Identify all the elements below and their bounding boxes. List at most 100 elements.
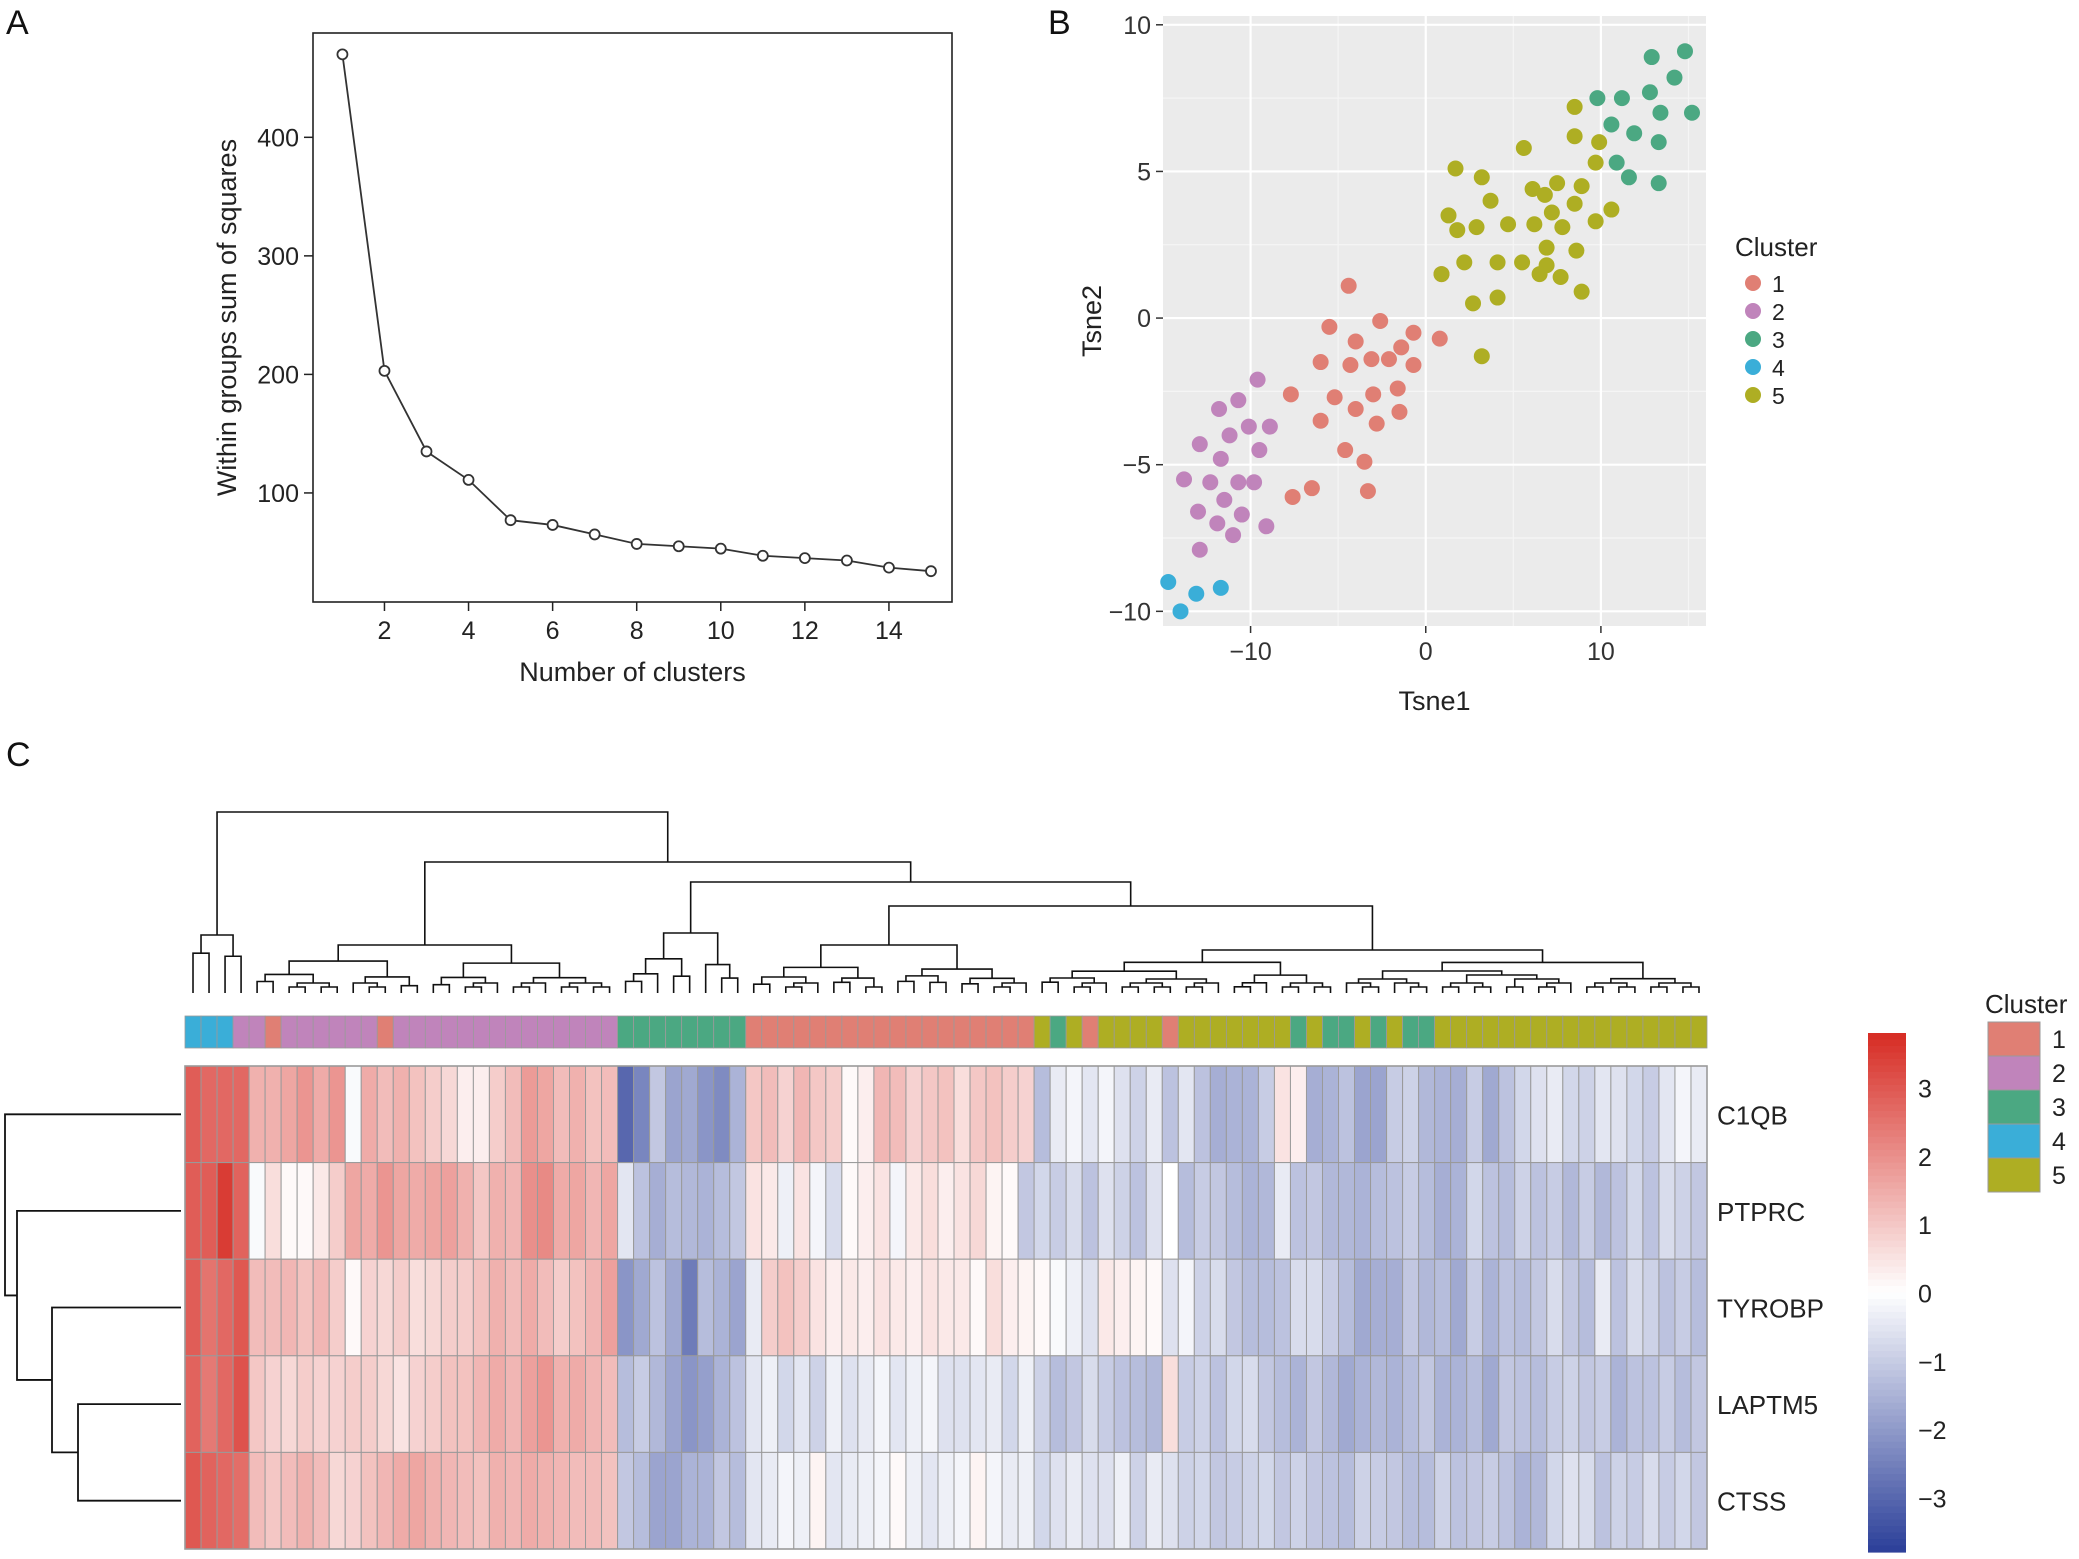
heatmap-cell	[1129, 1162, 1147, 1260]
heatmap-cell	[825, 1258, 843, 1357]
heatmap-cell	[1354, 1258, 1372, 1357]
heatmap-cell	[504, 1258, 522, 1357]
heatmap-cell	[969, 1451, 987, 1550]
heatmap-cell	[392, 1065, 410, 1164]
heatmap-cell	[1161, 1258, 1179, 1357]
heatmap-cell	[649, 1258, 667, 1357]
colorbar-segment	[1868, 1097, 1906, 1105]
heatmap-cell	[745, 1258, 763, 1357]
heatmap-cell	[1321, 1162, 1340, 1260]
annotation-cell-cluster-2	[328, 1015, 346, 1049]
heatmap-cell	[601, 1451, 619, 1550]
colorbar-segment	[1868, 1396, 1906, 1404]
column-dendrogram-branch	[1201, 949, 1544, 963]
heatmap-cell	[1418, 1451, 1436, 1550]
heatmap-cell	[1402, 1162, 1420, 1260]
colorbar-segment	[1868, 1033, 1906, 1041]
heatmap-cell	[1017, 1451, 1035, 1550]
colorbar-segment	[1868, 1195, 1906, 1203]
x-tick-label: 12	[791, 617, 819, 645]
heatmap-cell	[1049, 1451, 1067, 1550]
heatmap-cell	[745, 1451, 763, 1550]
heatmap-cell	[1338, 1065, 1356, 1164]
heatmap-cell	[1081, 1258, 1099, 1357]
colorbar-segment	[1868, 1143, 1906, 1151]
legend-key-5	[1987, 1157, 2041, 1193]
scatter-point-cluster-1	[1391, 403, 1408, 420]
colorbar-segment	[1868, 1253, 1906, 1261]
heatmap-cell	[1065, 1162, 1083, 1260]
heatmap-cell	[1594, 1162, 1612, 1260]
scatter-point-cluster-2	[1176, 471, 1193, 488]
heatmap-cell	[601, 1258, 619, 1357]
heatmap-cell	[1241, 1162, 1259, 1260]
y-tick-label: 100	[257, 480, 299, 508]
heatmap-cell	[857, 1355, 875, 1453]
heatmap-cell	[697, 1258, 715, 1357]
annotation-cell-cluster-3	[617, 1015, 634, 1049]
annotation-cell-cluster-2	[505, 1015, 522, 1049]
scatter-point-cluster-5	[1566, 128, 1583, 145]
heatmap-cell	[1081, 1162, 1099, 1260]
scatter-point-cluster-1	[1405, 324, 1422, 341]
heatmap-cell	[937, 1162, 955, 1260]
scatter-point-cluster-5	[1524, 181, 1541, 198]
scatter-point-cluster-3	[1613, 90, 1630, 107]
column-dendrogram-branch	[905, 975, 939, 983]
colorbar-segment	[1868, 1370, 1906, 1378]
annotation-cell-cluster-2	[280, 1015, 298, 1049]
scatter-point-cluster-5	[1468, 219, 1485, 236]
column-dendrogram-branch	[1281, 986, 1300, 993]
scatter-point-cluster-5	[1587, 213, 1604, 230]
colorbar-segment	[1868, 1441, 1906, 1449]
annotation-cell-cluster-3	[649, 1015, 667, 1049]
annotation-cell-cluster-3	[665, 1015, 683, 1049]
annotation-cell-cluster-2	[424, 1015, 442, 1049]
heatmap: C1QB PTPRC TYROBP LAPTM5 CTSS Cluster 1 2 3 4 5 3 2 1…	[4, 811, 2068, 1553]
annotation-cell-cluster-5	[1209, 1015, 1227, 1049]
colorbar-segment	[1868, 1110, 1906, 1118]
scatter-point-cluster-5	[1433, 266, 1450, 283]
colorbar-segment	[1868, 1279, 1906, 1287]
annotation-cell-cluster-2	[440, 1015, 458, 1049]
heatmap-cell	[841, 1162, 859, 1260]
heatmap-cell	[1113, 1258, 1131, 1357]
scatter-point-cluster-2	[1221, 427, 1238, 444]
heatmap-cell	[1610, 1065, 1628, 1164]
colorbar-segment	[1868, 1149, 1906, 1157]
heatmap-cell	[1466, 1355, 1484, 1453]
heatmap-cell	[841, 1065, 859, 1164]
scatter-point-cluster-1	[1389, 380, 1406, 397]
heatmap-cell	[1434, 1258, 1452, 1357]
colorbar-segment	[1868, 1311, 1906, 1320]
column-dendrogram-branch	[1537, 986, 1556, 993]
heatmap-cell	[184, 1451, 202, 1550]
heatmap-cell	[1225, 1451, 1243, 1550]
x-tick-label: 0	[1419, 638, 1433, 666]
heatmap-cell	[1209, 1162, 1227, 1260]
heatmap-cell	[552, 1162, 571, 1260]
heatmap-cell	[328, 1451, 346, 1550]
heatmap-cell	[617, 1258, 635, 1357]
heatmap-cell	[1466, 1065, 1484, 1164]
heatmap-cell	[1658, 1258, 1676, 1357]
colorbar-segment	[1868, 1182, 1906, 1190]
column-dendrogram-branch	[364, 976, 411, 986]
colorbar-segment	[1868, 1078, 1906, 1086]
annotation-cell-cluster-5	[1674, 1015, 1692, 1049]
heatmap-cell	[1129, 1258, 1147, 1357]
heatmap-cell	[617, 1355, 635, 1453]
heatmap-cell	[1177, 1258, 1195, 1357]
heatmap-cell	[264, 1451, 282, 1550]
scatter-point-cluster-3	[1620, 169, 1637, 186]
heatmap-cell	[1273, 1355, 1291, 1453]
heatmap-cell	[248, 1355, 266, 1453]
heatmap-cell	[889, 1258, 907, 1357]
column-dendrogram-branch	[1185, 986, 1204, 993]
heatmap-cell	[488, 1065, 506, 1164]
heatmap-cell	[1546, 1451, 1564, 1550]
heatmap-cell	[953, 1065, 971, 1164]
heatmap-cell	[1418, 1065, 1436, 1164]
scatter-point-cluster-2	[1249, 371, 1266, 388]
heatmap-cell	[1177, 1162, 1195, 1260]
